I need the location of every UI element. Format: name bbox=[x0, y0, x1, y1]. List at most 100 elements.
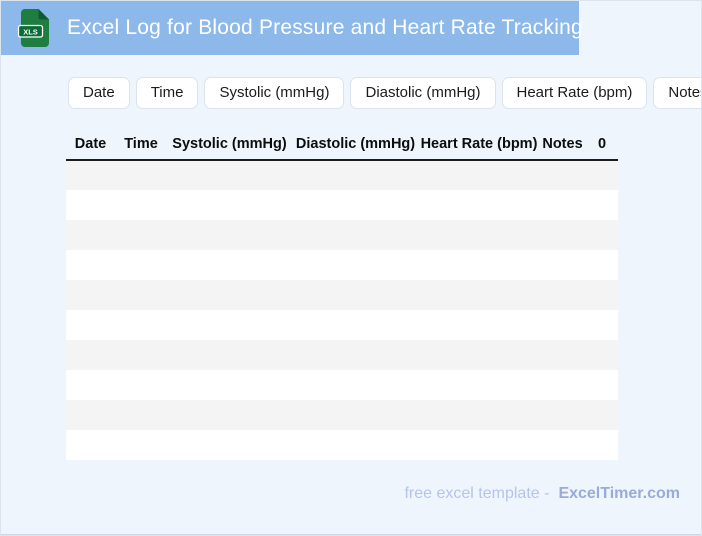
table-cell bbox=[292, 280, 419, 310]
table-cell bbox=[539, 310, 586, 340]
chip-time[interactable]: Time bbox=[135, 77, 199, 109]
table-cell bbox=[292, 250, 419, 280]
table-cell bbox=[66, 430, 115, 460]
table-cell bbox=[419, 220, 539, 250]
table-cell bbox=[539, 220, 586, 250]
table-cell bbox=[167, 220, 292, 250]
table-cell bbox=[292, 340, 419, 370]
table-cell bbox=[167, 430, 292, 460]
table-cell bbox=[66, 280, 115, 310]
table-header-row: Date Time Systolic (mmHg) Diastolic (mmH… bbox=[66, 131, 618, 161]
table-cell bbox=[292, 310, 419, 340]
table-cell bbox=[66, 160, 115, 190]
table-cell bbox=[292, 430, 419, 460]
col-header-time: Time bbox=[115, 131, 167, 161]
table-cell bbox=[586, 340, 618, 370]
chip-diastolic[interactable]: Diastolic (mmHg) bbox=[350, 77, 496, 109]
chip-notes[interactable]: Notes bbox=[653, 77, 702, 109]
col-header-systolic: Systolic (mmHg) bbox=[167, 131, 292, 161]
table-cell bbox=[115, 370, 167, 400]
col-header-date: Date bbox=[66, 131, 115, 161]
table-cell bbox=[586, 160, 618, 190]
table-cell bbox=[167, 190, 292, 220]
table-cell bbox=[586, 220, 618, 250]
table-row bbox=[66, 370, 618, 400]
table-cell bbox=[115, 400, 167, 430]
xls-icon-label: XLS bbox=[23, 27, 38, 36]
table-cell bbox=[167, 280, 292, 310]
xls-file-icon: XLS bbox=[17, 8, 49, 47]
table-cell bbox=[586, 370, 618, 400]
chip-heart-rate[interactable]: Heart Rate (bpm) bbox=[501, 77, 648, 109]
table-body bbox=[66, 160, 618, 460]
table-cell bbox=[419, 340, 539, 370]
table-cell bbox=[419, 310, 539, 340]
table-cell bbox=[539, 280, 586, 310]
table-cell bbox=[66, 220, 115, 250]
table-cell bbox=[419, 370, 539, 400]
table-cell bbox=[292, 370, 419, 400]
table-cell bbox=[66, 370, 115, 400]
table-cell bbox=[66, 340, 115, 370]
table-row bbox=[66, 160, 618, 190]
table-cell bbox=[586, 280, 618, 310]
table-row bbox=[66, 430, 618, 460]
table-cell bbox=[539, 430, 586, 460]
table-cell bbox=[167, 340, 292, 370]
table-cell bbox=[539, 340, 586, 370]
table-cell bbox=[115, 430, 167, 460]
chip-systolic[interactable]: Systolic (mmHg) bbox=[204, 77, 345, 109]
column-chip-row: Date Time Systolic (mmHg) Diastolic (mmH… bbox=[68, 77, 702, 109]
table-cell bbox=[115, 160, 167, 190]
header-banner: XLS Excel Log for Blood Pressure and Hea… bbox=[0, 0, 583, 55]
table-cell bbox=[586, 430, 618, 460]
table-cell bbox=[66, 400, 115, 430]
table-cell bbox=[292, 190, 419, 220]
table-cell bbox=[115, 190, 167, 220]
col-header-heart-rate: Heart Rate (bpm) bbox=[419, 131, 539, 161]
page-title: Excel Log for Blood Pressure and Heart R… bbox=[67, 15, 583, 39]
table-cell bbox=[419, 250, 539, 280]
table-cell bbox=[66, 310, 115, 340]
table-cell bbox=[167, 250, 292, 280]
table-row bbox=[66, 310, 618, 340]
footer-brand-link[interactable]: ExcelTimer.com bbox=[558, 485, 680, 502]
tracking-table: Date Time Systolic (mmHg) Diastolic (mmH… bbox=[66, 131, 618, 460]
table-cell bbox=[66, 250, 115, 280]
table-cell bbox=[539, 190, 586, 220]
table-cell bbox=[419, 190, 539, 220]
table-cell bbox=[167, 400, 292, 430]
chip-date[interactable]: Date bbox=[68, 77, 130, 109]
table-cell bbox=[292, 220, 419, 250]
table-cell bbox=[115, 250, 167, 280]
table-cell bbox=[419, 430, 539, 460]
table-row bbox=[66, 190, 618, 220]
table-cell bbox=[115, 280, 167, 310]
col-header-zero: 0 bbox=[586, 131, 618, 161]
table-row bbox=[66, 340, 618, 370]
table-cell bbox=[66, 190, 115, 220]
table-cell bbox=[419, 160, 539, 190]
table-row bbox=[66, 280, 618, 310]
table-cell bbox=[115, 220, 167, 250]
table-cell bbox=[115, 340, 167, 370]
table-row bbox=[66, 250, 618, 280]
table-cell bbox=[586, 190, 618, 220]
table-cell bbox=[419, 400, 539, 430]
table-cell bbox=[586, 310, 618, 340]
table-cell bbox=[292, 160, 419, 190]
table-cell bbox=[167, 370, 292, 400]
footer-text: free excel template - bbox=[404, 485, 550, 502]
table-cell bbox=[115, 310, 167, 340]
table-cell bbox=[539, 370, 586, 400]
table-row bbox=[66, 220, 618, 250]
table-cell bbox=[167, 310, 292, 340]
table-row bbox=[66, 400, 618, 430]
table-cell bbox=[539, 250, 586, 280]
col-header-diastolic: Diastolic (mmHg) bbox=[292, 131, 419, 161]
table-cell bbox=[586, 250, 618, 280]
footer: free excel template - ExcelTimer.com bbox=[404, 485, 680, 503]
table-cell bbox=[167, 160, 292, 190]
col-header-notes: Notes bbox=[539, 131, 586, 161]
table-cell bbox=[292, 400, 419, 430]
